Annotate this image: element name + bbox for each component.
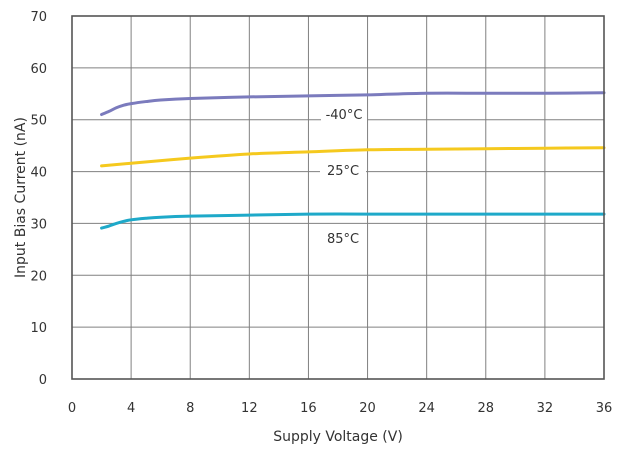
y-tick-label: 30 <box>30 217 47 232</box>
grid <box>72 16 604 379</box>
x-tick-label: 8 <box>186 401 194 416</box>
y-axis-ticks: 0 10 20 30 40 50 60 70 <box>30 10 47 388</box>
x-tick-label: 32 <box>537 401 554 416</box>
series-label-bg-0 <box>321 104 367 124</box>
x-tick-label: 16 <box>300 401 317 416</box>
y-axis-title: Input Bias Current (nA) <box>13 117 29 278</box>
y-tick-label: 70 <box>30 10 47 25</box>
x-tick-label: 12 <box>241 401 258 416</box>
x-axis-ticks: 0 4 8 12 16 20 24 28 32 36 <box>68 401 612 416</box>
x-tick-label: 28 <box>478 401 495 416</box>
y-tick-label: 20 <box>30 269 47 284</box>
y-tick-label: 0 <box>39 373 47 388</box>
y-tick-label: 60 <box>30 62 47 77</box>
series-label-0: -40°C <box>326 108 363 123</box>
series-labels: -40°C 25°C 85°C <box>320 104 367 248</box>
y-tick-label: 10 <box>30 321 47 336</box>
series-line-0 <box>100 91 606 117</box>
series-label-bg-2 <box>320 228 366 248</box>
x-tick-label: 24 <box>418 401 435 416</box>
y-tick-label: 50 <box>30 114 47 129</box>
series-line-1 <box>100 146 606 168</box>
series-label-bg-1 <box>320 160 366 180</box>
y-tick-label: 40 <box>30 166 47 181</box>
series-label-1: 25°C <box>327 164 359 179</box>
x-tick-label: 0 <box>68 401 76 416</box>
series-line-2 <box>100 212 606 230</box>
series-label-2: 85°C <box>327 232 359 247</box>
x-tick-label: 36 <box>596 401 613 416</box>
x-tick-label: 4 <box>127 401 135 416</box>
x-tick-label: 20 <box>359 401 376 416</box>
series-lines <box>100 91 606 230</box>
x-axis-title: Supply Voltage (V) <box>273 429 403 445</box>
plot-frame <box>71 15 605 380</box>
